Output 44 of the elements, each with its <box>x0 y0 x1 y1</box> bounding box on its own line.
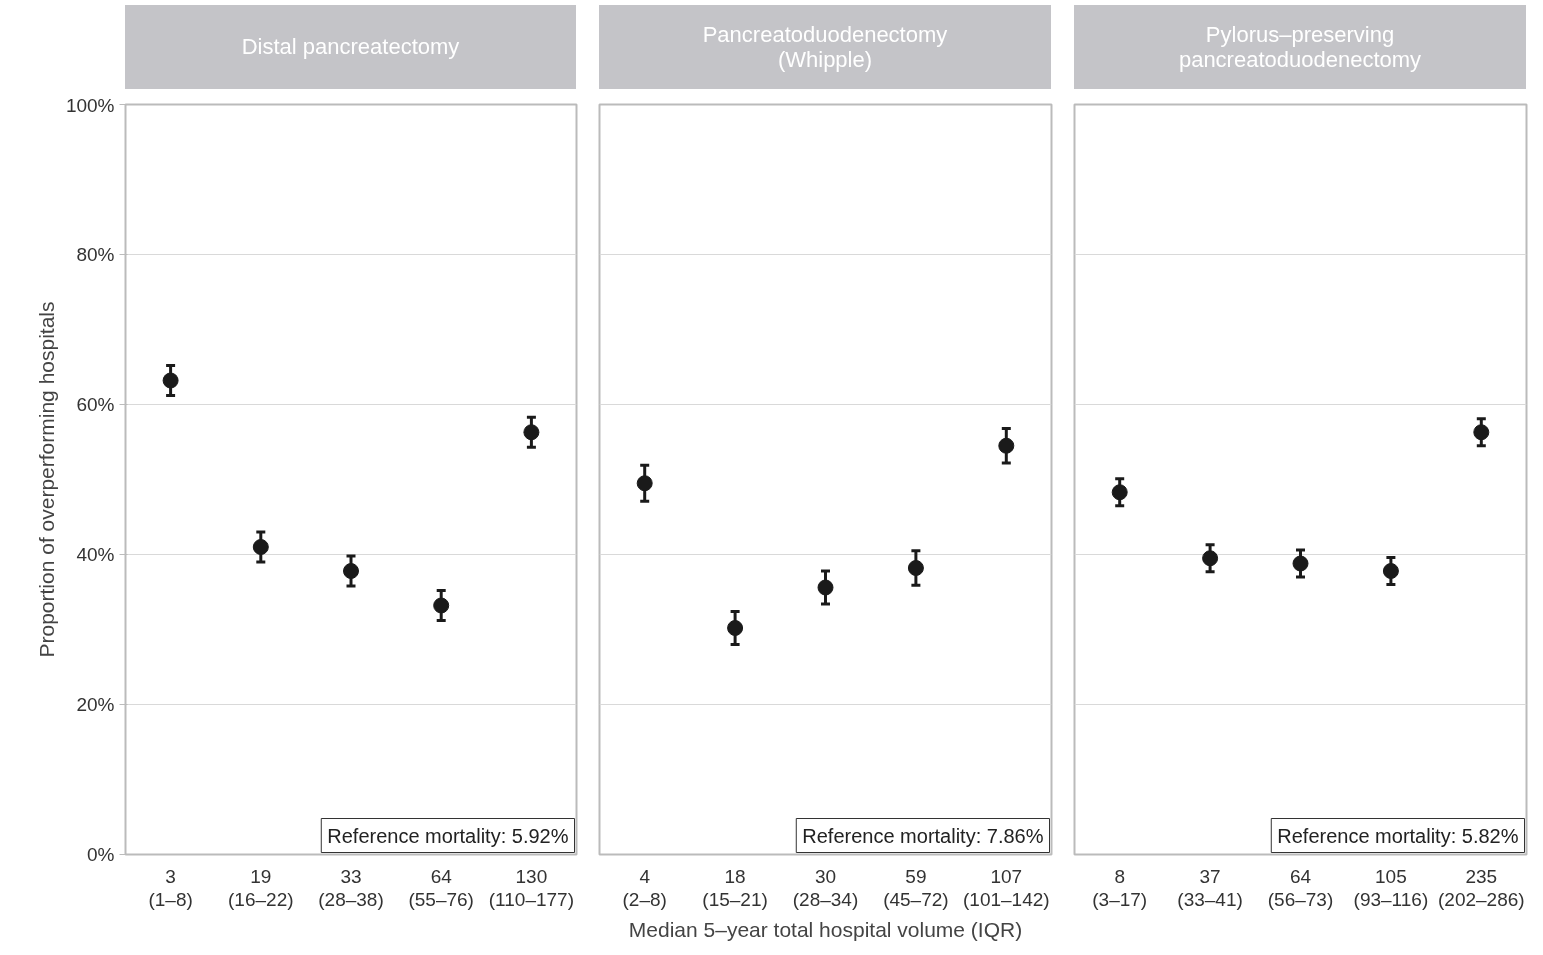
chart-title: Pancreatoduodenectomy (Whipple) <box>702 21 948 73</box>
annotation: Reference mortality: 7.86% <box>802 824 1044 847</box>
x-tick-label: 18 (15–21) <box>702 865 768 910</box>
x-tick-label: 19 (16–22) <box>228 865 294 910</box>
y-tick-label: 60% <box>76 394 115 415</box>
point <box>252 539 269 555</box>
point <box>907 560 924 576</box>
point <box>636 475 653 492</box>
annotation: Reference mortality: 5.82% <box>1277 824 1519 847</box>
point <box>727 620 744 636</box>
y-tick-label: 40% <box>76 544 115 565</box>
chart-title: Pylorus–preserving pancreatoduodenectomy <box>1178 21 1422 73</box>
x-tick-label: 4 (2–8) <box>622 865 667 910</box>
x-tick-label: 8 (3–17) <box>1092 865 1148 910</box>
point <box>343 563 359 579</box>
y-tick-label: 100% <box>65 94 115 116</box>
point <box>523 424 540 441</box>
chart-title: Distal pancreatectomy <box>241 34 460 60</box>
point <box>1473 424 1490 441</box>
y-tick-label: 20% <box>76 694 115 715</box>
x-axis-title: Median 5–year total hospital volume (IQR) <box>628 917 1023 941</box>
x-tick-label: 130 (110–177) <box>488 865 575 910</box>
point <box>1382 563 1399 579</box>
point <box>433 597 450 614</box>
x-tick-label: 64 (56–73) <box>1267 865 1334 910</box>
point <box>1111 484 1128 501</box>
x-tick-label: 107 (101–142) <box>962 865 1050 910</box>
point <box>1292 555 1309 572</box>
point <box>1202 550 1219 567</box>
annotation: Reference mortality: 5.92% <box>327 824 569 847</box>
y-tick-label: 80% <box>76 244 115 265</box>
y-tick-label: 0% <box>87 844 115 865</box>
x-tick-label: 105 (93–116) <box>1353 865 1429 910</box>
x-tick-label: 33 (28–38) <box>318 865 384 910</box>
x-tick-label: 59 (45–72) <box>883 865 949 910</box>
x-tick-label: 30 (28–34) <box>792 865 859 910</box>
point <box>998 437 1015 454</box>
y-axis-title: Proportion of overperforming hospitals <box>34 301 58 658</box>
point <box>162 372 179 389</box>
x-tick-label: 37 (33–41) <box>1177 865 1243 910</box>
x-tick-label: 3 (1–8) <box>148 865 193 910</box>
point <box>817 579 834 596</box>
x-tick-label: 235 (202–286) <box>1437 865 1525 910</box>
x-tick-label: 64 (55–76) <box>408 865 474 910</box>
